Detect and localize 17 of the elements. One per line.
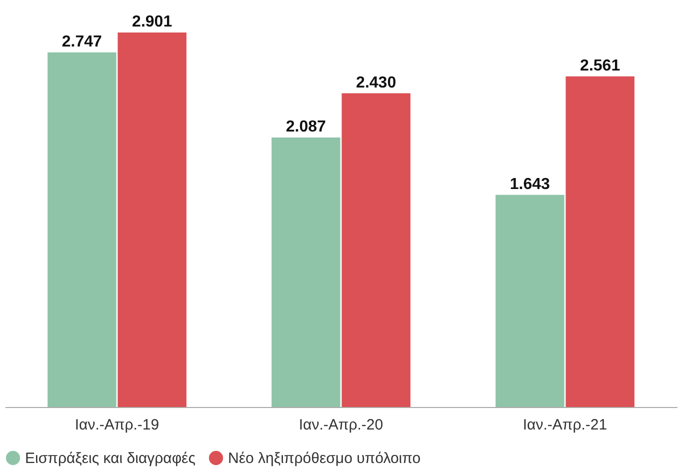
x-tick-label: Ιαν.-Απρ.-19 <box>74 416 160 434</box>
x-tick-label: Ιαν.-Απρ.-21 <box>522 416 608 434</box>
legend-label: Εισπράξεις και διαγραφές <box>25 450 196 467</box>
bar <box>118 32 186 407</box>
data-label: 2.430 <box>356 74 396 92</box>
legend-label: Νέο ληξιπρόθεσμο υπόλοιπο <box>228 450 421 467</box>
bar <box>342 93 410 407</box>
data-label: 2.747 <box>62 33 102 50</box>
data-label: 2.087 <box>286 118 326 136</box>
bar <box>566 76 634 407</box>
data-label: 2.901 <box>132 13 172 30</box>
data-label: 1.643 <box>510 176 550 193</box>
x-tick-label: Ιαν.-Απρ.-20 <box>298 416 384 434</box>
bar <box>272 138 340 407</box>
bar <box>48 52 116 407</box>
data-label: 2.561 <box>580 57 620 74</box>
bar <box>496 194 564 407</box>
